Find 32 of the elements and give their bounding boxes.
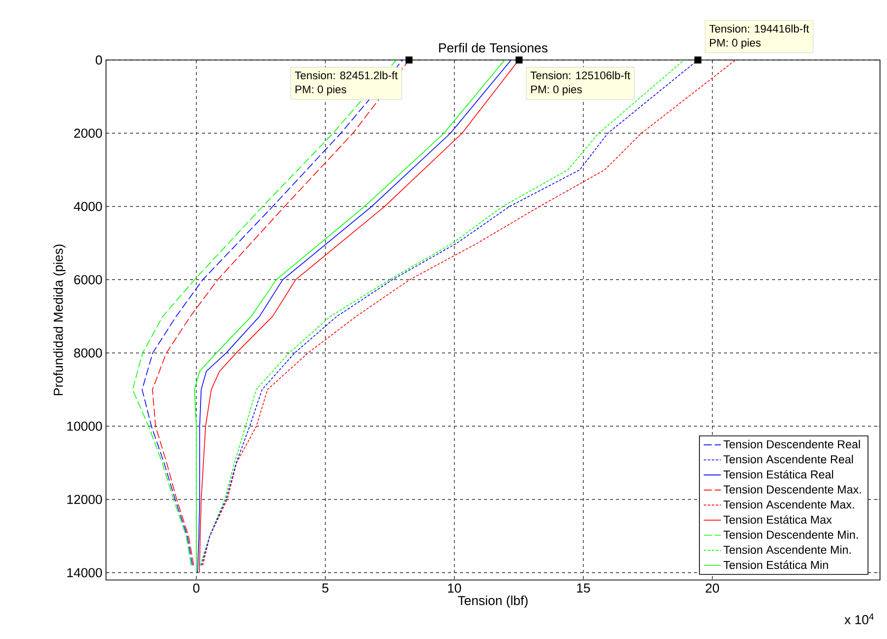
- y-tick-label: 2000: [74, 128, 102, 138]
- chart-title: Perfil de Tensiones: [439, 42, 548, 52]
- y-tick-label: 12000: [67, 494, 102, 504]
- legend-label: Tension Ascendente Min.: [724, 545, 851, 554]
- legend-label: Tension Descendente Min.: [724, 530, 858, 539]
- x-axis-title: Tension (lbf): [458, 596, 528, 608]
- legend-label: Tension Descendente Real: [724, 440, 860, 448]
- y-tick-label: 0: [96, 55, 102, 65]
- legend-label: Tension Estática Min: [724, 560, 828, 570]
- annotation: PM: 0 pies: [531, 85, 582, 96]
- legend-label: Tension Estática Max: [724, 515, 832, 524]
- legend-label: Tension Descendente Max.: [724, 485, 861, 494]
- annotation: Tension: 125106lb-ft: [530, 71, 630, 80]
- annotation: Tension: 194416lb-ft: [709, 24, 810, 33]
- text: x 10$^{4}$: [844, 614, 874, 624]
- x-tick-label: 10: [448, 584, 462, 593]
- x-tick-label: 15: [577, 584, 590, 593]
- legend-label: Tension Ascendente Max.: [724, 500, 854, 509]
- x-tick-label: 0: [193, 584, 200, 593]
- y-tick-label: 6000: [74, 275, 102, 284]
- legend-label: Tension Ascendente Real: [724, 454, 853, 464]
- annotation: Tension: 82451.2lb-ft: [294, 71, 398, 80]
- y-tick-label: 10000: [67, 422, 102, 431]
- legend-label: Tension Estática Real: [724, 470, 834, 479]
- x-tick-label: 5: [322, 584, 328, 593]
- y-tick-label: 8000: [74, 348, 102, 358]
- y-tick-label: 14000: [67, 568, 102, 578]
- y-axis-title: Profundidad Medida (pies): [53, 244, 66, 396]
- y-tick-label: 4000: [74, 202, 102, 212]
- x-tick-label: 20: [706, 584, 720, 593]
- annotation: PM: 0 pies: [296, 85, 346, 96]
- text: PM: 0 pies: [710, 38, 761, 49]
